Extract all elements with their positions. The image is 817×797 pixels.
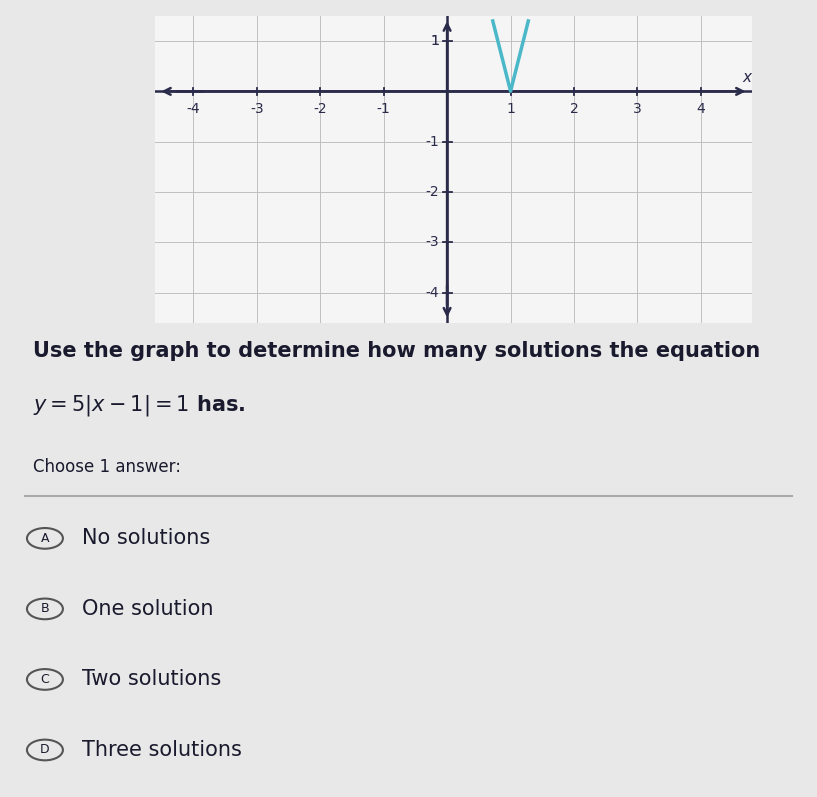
Text: A: A — [41, 532, 49, 545]
Text: D: D — [40, 744, 50, 756]
Text: 4: 4 — [697, 103, 705, 116]
Text: 2: 2 — [569, 103, 578, 116]
Text: No solutions: No solutions — [82, 528, 210, 548]
Text: Choose 1 answer:: Choose 1 answer: — [33, 458, 181, 477]
Text: 3: 3 — [633, 103, 642, 116]
Text: Two solutions: Two solutions — [82, 669, 221, 689]
Text: -3: -3 — [250, 103, 264, 116]
Text: -3: -3 — [426, 235, 440, 249]
Text: 1: 1 — [431, 34, 440, 48]
Text: -2: -2 — [314, 103, 327, 116]
Text: 1: 1 — [506, 103, 515, 116]
Text: -4: -4 — [186, 103, 200, 116]
Text: B: B — [41, 603, 49, 615]
Text: Three solutions: Three solutions — [82, 740, 242, 760]
Text: Use the graph to determine how many solutions the equation: Use the graph to determine how many solu… — [33, 341, 760, 361]
Text: $y = 5|x - 1| = 1$ has.: $y = 5|x - 1| = 1$ has. — [33, 393, 245, 418]
Text: x: x — [742, 70, 751, 84]
Text: -4: -4 — [426, 285, 440, 300]
Text: -1: -1 — [377, 103, 391, 116]
Text: -2: -2 — [426, 185, 440, 199]
Text: -1: -1 — [426, 135, 440, 149]
Text: One solution: One solution — [82, 599, 213, 619]
Text: C: C — [41, 673, 49, 686]
Text: 1: 1 — [431, 34, 440, 48]
